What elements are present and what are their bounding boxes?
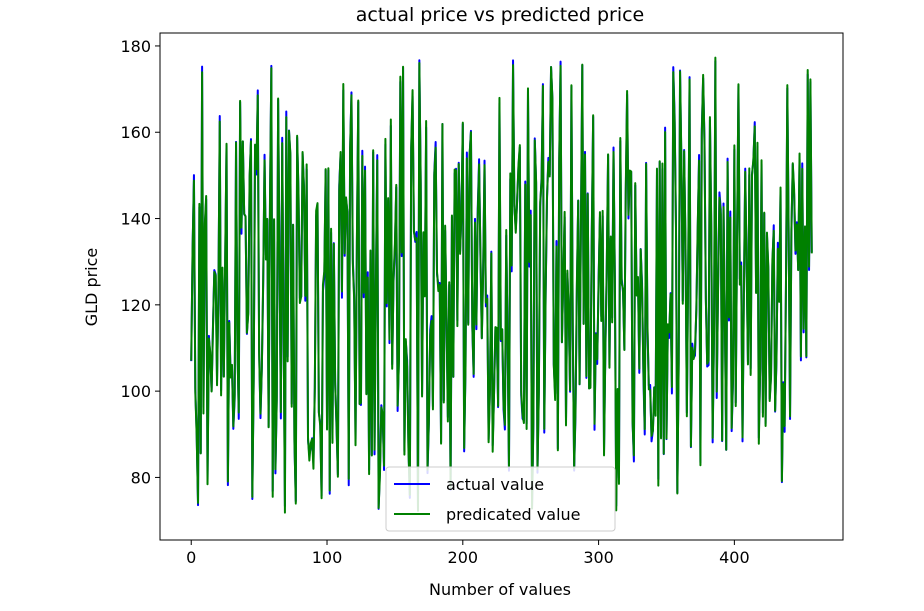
plot-frame: [159, 32, 844, 541]
x-tick-label: 400: [719, 548, 750, 567]
legend-label-actual: actual value: [446, 475, 544, 494]
y-axis-label: GLD price: [82, 248, 101, 327]
x-axis: 0 100 200 300 400: [186, 540, 750, 567]
x-tick-label: 300: [583, 548, 614, 567]
y-tick-label: 160: [120, 123, 151, 142]
series-line-predicated: [190, 56, 813, 514]
legend-label-predicated: predicated value: [446, 505, 581, 524]
y-tick-label: 80: [131, 468, 151, 487]
chart-title: actual price vs predicted price: [356, 4, 645, 26]
x-tick-label: 0: [186, 548, 196, 567]
plot-area: [159, 32, 844, 541]
y-tick-label: 180: [120, 37, 151, 56]
y-tick-label: 140: [120, 210, 151, 229]
y-tick-label: 120: [120, 296, 151, 315]
legend: actual value predicated value: [385, 466, 616, 532]
x-tick-label: 200: [448, 548, 479, 567]
y-axis: 80 100 120 140 160 180: [120, 37, 160, 487]
y-tick-label: 100: [120, 382, 151, 401]
legend-box: [385, 466, 616, 532]
x-tick-label: 100: [312, 548, 343, 567]
x-axis-label: Number of values: [429, 580, 571, 599]
